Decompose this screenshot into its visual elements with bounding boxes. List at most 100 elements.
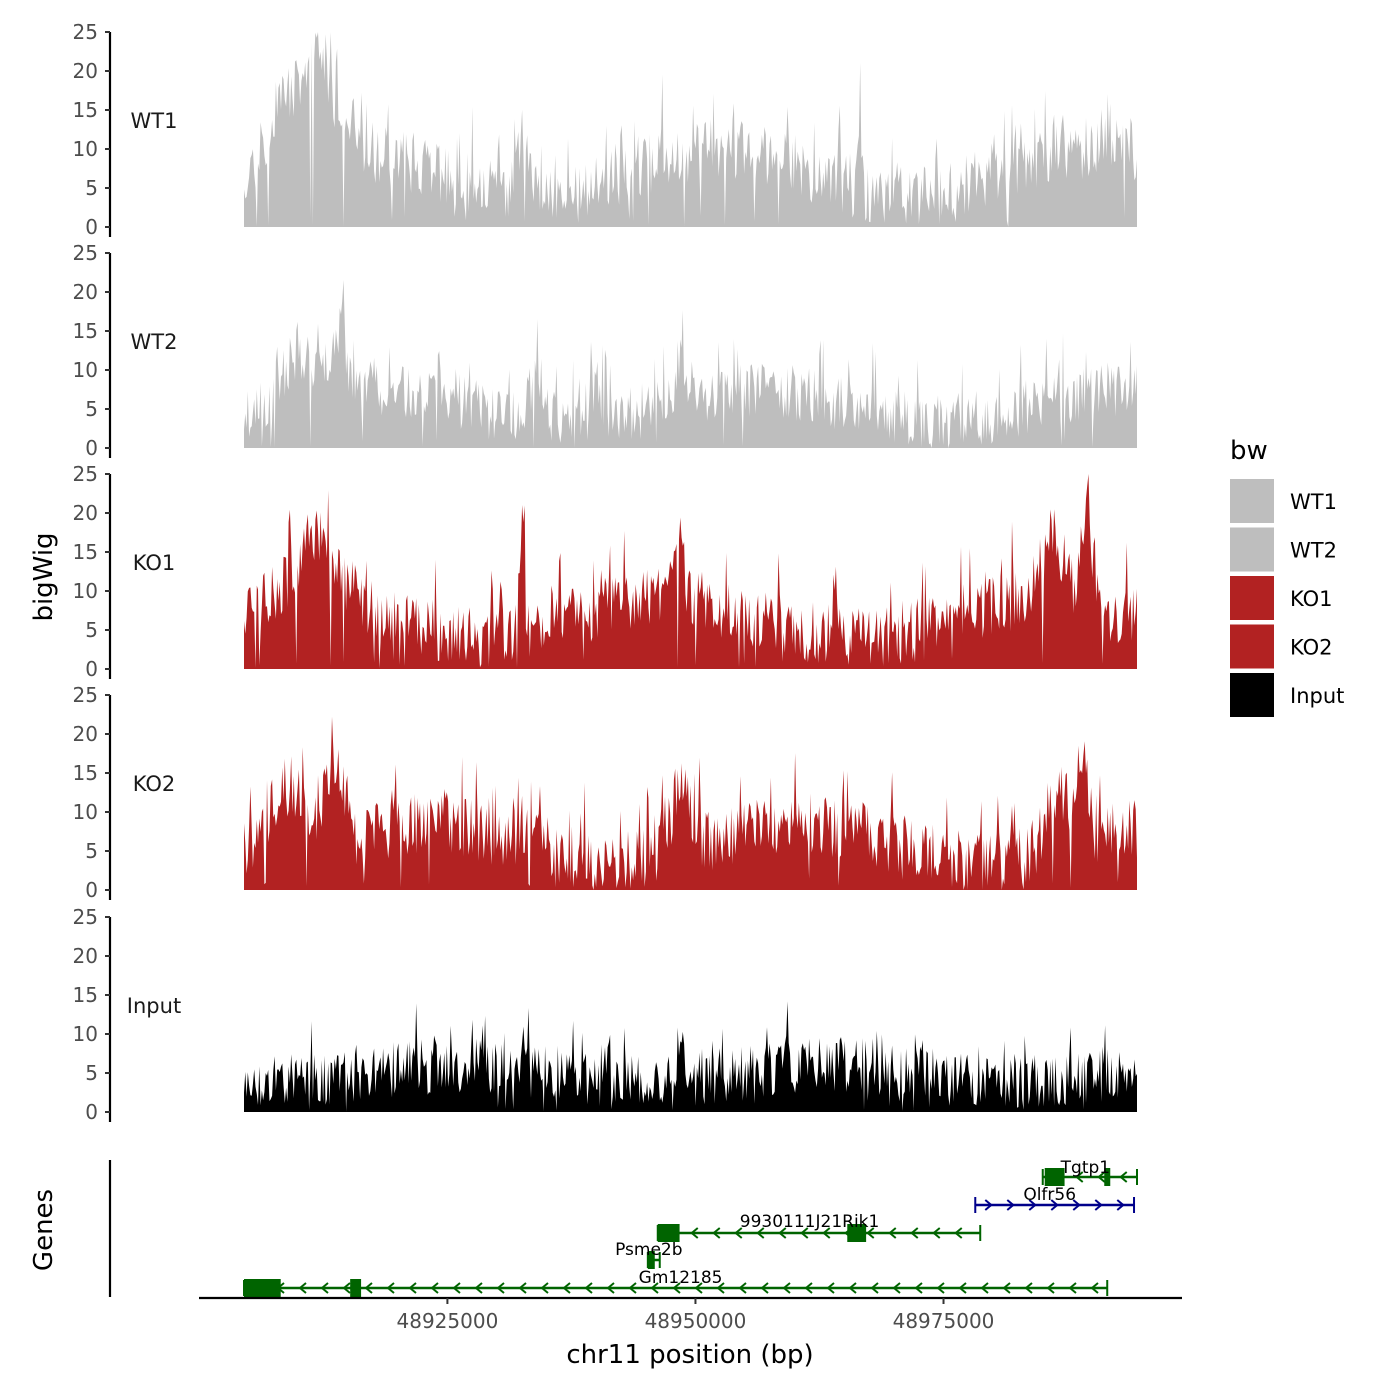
track-ko2: 0 5 10 15 20 25 KO2 (73, 683, 1137, 902)
gene-label: Psme2b (615, 1240, 682, 1260)
y-tick-label: 0 (85, 1100, 98, 1124)
gene-exon (244, 1279, 281, 1297)
strand-arrow (954, 1227, 963, 1239)
strand-arrow (984, 1199, 993, 1211)
strand-arrow (1068, 1282, 1077, 1294)
signal-tracks: 0510152025WT10510152025WT20510152025KO10… (73, 20, 1137, 1124)
strand-arrow (804, 1282, 813, 1294)
gene-tgtp1: Tgtp1 (1041, 1158, 1138, 1186)
strand-arrow (1090, 1282, 1099, 1294)
track-label: KO1 (133, 551, 176, 575)
gene-label: 9930111J21Rik1 (740, 1212, 880, 1232)
strand-arrow (888, 1227, 897, 1239)
strand-arrow (1046, 1282, 1055, 1294)
strand-arrow (738, 1282, 747, 1294)
strand-arrow (914, 1282, 923, 1294)
strand-arrow (694, 1282, 703, 1294)
track-input: 0 5 10 15 20 25 Input (73, 905, 1137, 1124)
legend-entry-wt1: WT1 (1230, 479, 1337, 523)
strand-arrow (932, 1227, 941, 1239)
legend-label: Input (1290, 684, 1344, 708)
strand-arrow (936, 1282, 945, 1294)
strand-arrow (782, 1282, 791, 1294)
y-tick-label: 5 (85, 176, 98, 200)
strand-arrow (650, 1282, 659, 1294)
strand-arrow (690, 1227, 699, 1239)
legend-label: WT2 (1290, 539, 1337, 563)
gene-9930111j21rik1: 9930111J21Rik1 (656, 1212, 982, 1242)
track-wt2: 0 5 10 15 20 25 WT2 (73, 241, 1137, 460)
strand-arrow (716, 1282, 725, 1294)
track-label: KO2 (133, 772, 176, 796)
strand-arrow (822, 1227, 831, 1239)
gene-annotation-panel: Tgtp1 Olfr56 9930111J21Rik1 Psme2b Gm12185 (108, 1158, 1138, 1297)
y-tick-label: 10 (73, 358, 98, 382)
y-tick-label: 5 (85, 618, 98, 642)
track-label: WT2 (131, 330, 178, 354)
strand-arrow (980, 1282, 989, 1294)
legend-label: WT1 (1290, 490, 1337, 514)
legend-swatch (1230, 527, 1274, 572)
strand-arrow (430, 1282, 439, 1294)
y-tick-label: 0 (85, 436, 98, 460)
y-tick-label: 25 (73, 905, 98, 929)
strand-arrow (800, 1227, 809, 1239)
legend-swatch (1230, 479, 1274, 523)
y-tick-label: 15 (73, 540, 98, 564)
strand-arrow (892, 1282, 901, 1294)
y-tick-label: 25 (73, 462, 98, 486)
legend-swatch (1230, 624, 1274, 669)
legend-label: KO2 (1290, 636, 1333, 660)
y-tick-label: 0 (85, 657, 98, 681)
strand-arrow (672, 1282, 681, 1294)
gene-exon (847, 1224, 867, 1242)
x-tick-label: 48975000 (893, 1309, 995, 1333)
legend: bw WT1 WT2 KO1 KO2 Input (1230, 436, 1344, 717)
track-wt1: 0 5 10 15 20 25 WT1 (73, 20, 1137, 239)
strand-arrow (1028, 1199, 1037, 1211)
track-label: Input (127, 994, 181, 1018)
y-tick-label: 20 (73, 944, 98, 968)
strand-arrow (518, 1282, 527, 1294)
strand-arrow (1119, 1171, 1128, 1183)
legend-entry-ko1: KO1 (1230, 576, 1333, 620)
y-tick-label: 20 (73, 722, 98, 746)
strand-arrow (734, 1227, 743, 1239)
signal-area-input (244, 1001, 1137, 1112)
strand-arrow (1094, 1199, 1103, 1211)
strand-arrow (584, 1282, 593, 1294)
y-tick-label: 10 (73, 800, 98, 824)
strand-arrow (848, 1282, 857, 1294)
legend-title: bw (1230, 436, 1268, 466)
y-tick-label: 5 (85, 839, 98, 863)
strand-arrow (474, 1282, 483, 1294)
y-tick-label: 5 (85, 1061, 98, 1085)
legend-entry-wt2: WT2 (1230, 527, 1337, 572)
gene-exon (657, 1224, 680, 1242)
strand-arrow (778, 1227, 787, 1239)
x-axis: 48925000 48950000 48975000 (199, 1296, 1182, 1333)
signal-area-wt1 (244, 32, 1137, 227)
strand-arrow (540, 1282, 549, 1294)
strand-arrow (1072, 1199, 1081, 1211)
genes-axis-title: Genes (29, 1189, 59, 1271)
legend-entry-ko2: KO2 (1230, 624, 1333, 669)
gene-exon (1044, 1168, 1065, 1186)
strand-arrow (1002, 1282, 1011, 1294)
gene-label: Gm12185 (639, 1268, 723, 1288)
y-tick-label: 25 (73, 683, 98, 707)
y-tick-label: 20 (73, 59, 98, 83)
strand-arrow (364, 1282, 373, 1294)
y-tick-label: 10 (73, 1022, 98, 1046)
track-label: WT1 (131, 109, 178, 133)
strand-arrow (452, 1282, 461, 1294)
strand-arrow (320, 1282, 329, 1294)
y-tick-label: 15 (73, 98, 98, 122)
y-tick-label: 20 (73, 501, 98, 525)
strand-arrow (1075, 1171, 1084, 1183)
x-tick-label: 48950000 (645, 1309, 747, 1333)
gene-olfr56: Olfr56 (974, 1185, 1136, 1213)
signal-area-ko1 (244, 474, 1137, 669)
y-tick-label: 25 (73, 20, 98, 44)
